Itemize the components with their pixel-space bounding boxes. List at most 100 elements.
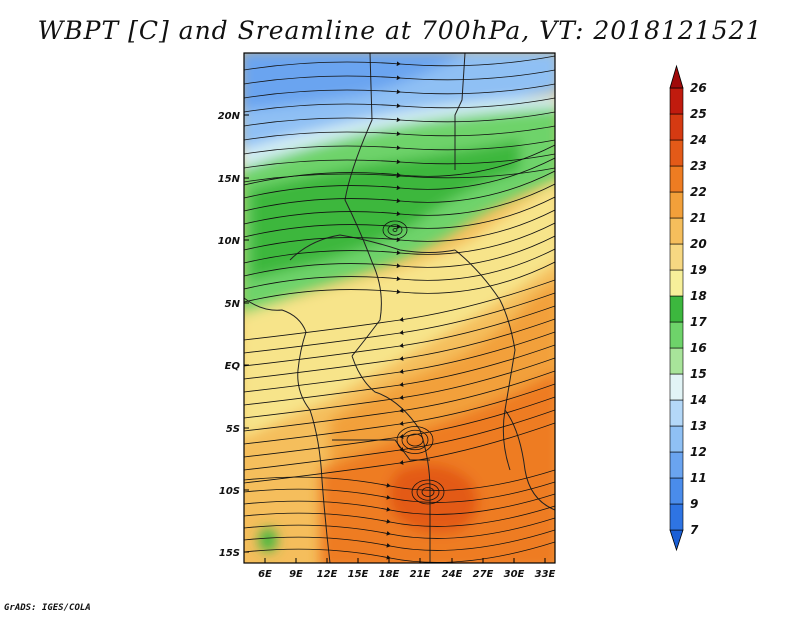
streamline — [244, 209, 555, 251]
streamline — [244, 493, 555, 515]
colorbar-swatch — [669, 113, 684, 141]
streamline — [244, 144, 555, 186]
streamline — [244, 357, 555, 419]
border-line — [351, 355, 431, 563]
colorbar-max-arrow — [669, 64, 684, 89]
colorbar-label: 20 — [690, 237, 707, 251]
streamline — [244, 409, 555, 471]
lon-label: 15E — [348, 569, 369, 580]
lon-label: 21E — [410, 569, 431, 580]
field-warm-core — [388, 464, 478, 533]
streamline — [244, 529, 555, 551]
colorbar-swatch — [669, 451, 684, 479]
streamline — [244, 139, 555, 155]
colorbar-label: 14 — [690, 393, 707, 407]
streamline — [244, 305, 555, 367]
streamline — [244, 541, 555, 563]
streamline — [244, 157, 555, 199]
streamline — [244, 344, 555, 406]
credit-text: GrADS: IGES/COLA — [4, 603, 91, 613]
border-line — [454, 249, 516, 471]
colorbar-label: 24 — [690, 133, 707, 147]
vortex-ring — [387, 224, 403, 236]
streamline — [244, 279, 555, 341]
streamlines — [244, 55, 555, 563]
streamline — [244, 318, 555, 380]
streamline — [244, 370, 555, 432]
colorbar-label: 11 — [690, 471, 707, 485]
lon-label: 6E — [258, 569, 272, 580]
streamline — [244, 196, 555, 238]
colorbar-label: 17 — [690, 315, 707, 329]
colorbar-swatch — [669, 87, 684, 115]
streamline — [244, 481, 555, 503]
streamline — [244, 183, 555, 225]
colorbar-swatch — [669, 321, 684, 349]
colorbar-swatch — [669, 243, 684, 271]
lon-label: 24E — [442, 569, 463, 580]
lon-label: 18E — [379, 569, 400, 580]
lat-label: 20N — [218, 111, 241, 122]
streamline — [244, 111, 555, 127]
colorbar-label: 22 — [690, 185, 707, 199]
colorbar-swatch — [669, 165, 684, 193]
chart-title: WBPT [C] and Sreamline at 700hPa, VT: 20… — [37, 16, 763, 45]
streamline — [244, 505, 555, 527]
streamline — [244, 261, 555, 303]
colorbar-swatch — [669, 503, 684, 531]
colorbar: 7 9 11 12 13 14 15 16 17 18 19 20 21 22 23 24 25 26 — [669, 64, 707, 552]
colorbar-swatch — [669, 347, 684, 375]
lon-label: 30E — [504, 569, 525, 580]
colorbar-label: 23 — [690, 159, 707, 173]
colorbar-swatch — [669, 295, 684, 323]
streamline — [244, 517, 555, 539]
field-yellow-zone — [244, 183, 555, 439]
streamline — [244, 170, 555, 212]
colorbar-swatch — [669, 477, 684, 505]
colorbar-label: 13 — [690, 419, 707, 433]
lat-label: EQ — [225, 361, 241, 372]
lat-label: 10N — [218, 236, 241, 247]
border-line — [289, 234, 456, 261]
colorbar-label: 26 — [690, 81, 707, 95]
border-line — [504, 409, 555, 511]
colorbar-label: 25 — [690, 107, 707, 121]
colorbar-label: 9 — [690, 497, 698, 511]
colorbar-swatch — [669, 269, 684, 297]
streamline — [244, 97, 555, 113]
lon-label: 12E — [317, 569, 338, 580]
vortex-ring — [406, 433, 424, 447]
colorbar-label: 7 — [690, 523, 699, 537]
colorbar-label: 21 — [690, 211, 707, 225]
colorbar-swatch — [669, 217, 684, 245]
colorbar-label: 12 — [690, 445, 707, 459]
colorbar-swatch — [669, 399, 684, 427]
lat-label: 5S — [226, 424, 240, 435]
vortex-ring — [396, 426, 434, 454]
streamline — [244, 69, 555, 85]
lon-label: 33E — [535, 569, 556, 580]
streamline — [244, 383, 555, 445]
border-line — [344, 53, 382, 357]
colorbar-swatch — [669, 425, 684, 453]
streamline — [244, 292, 555, 354]
streamline — [244, 55, 555, 71]
longitude-axis: 6E 9E 12E 15E 18E 21E 24E 27E 30E 33E — [258, 558, 556, 580]
vortex-ring — [421, 487, 435, 497]
country-borders — [244, 53, 555, 563]
vortex-ring — [416, 483, 440, 501]
streamline — [244, 248, 555, 290]
streamline — [244, 83, 555, 99]
colorbar-label: 19 — [690, 263, 707, 277]
lat-label: 15S — [219, 548, 240, 559]
colorbar-label: 15 — [690, 367, 707, 381]
streamline — [244, 469, 555, 491]
colorbar-label: 18 — [690, 289, 707, 303]
streamline — [244, 331, 555, 393]
field-deep-blue-zone — [244, 53, 465, 110]
colorbar-label: 16 — [690, 341, 707, 355]
streamline — [244, 222, 555, 264]
lon-label: 27E — [473, 569, 494, 580]
vortex-ring — [411, 479, 445, 505]
